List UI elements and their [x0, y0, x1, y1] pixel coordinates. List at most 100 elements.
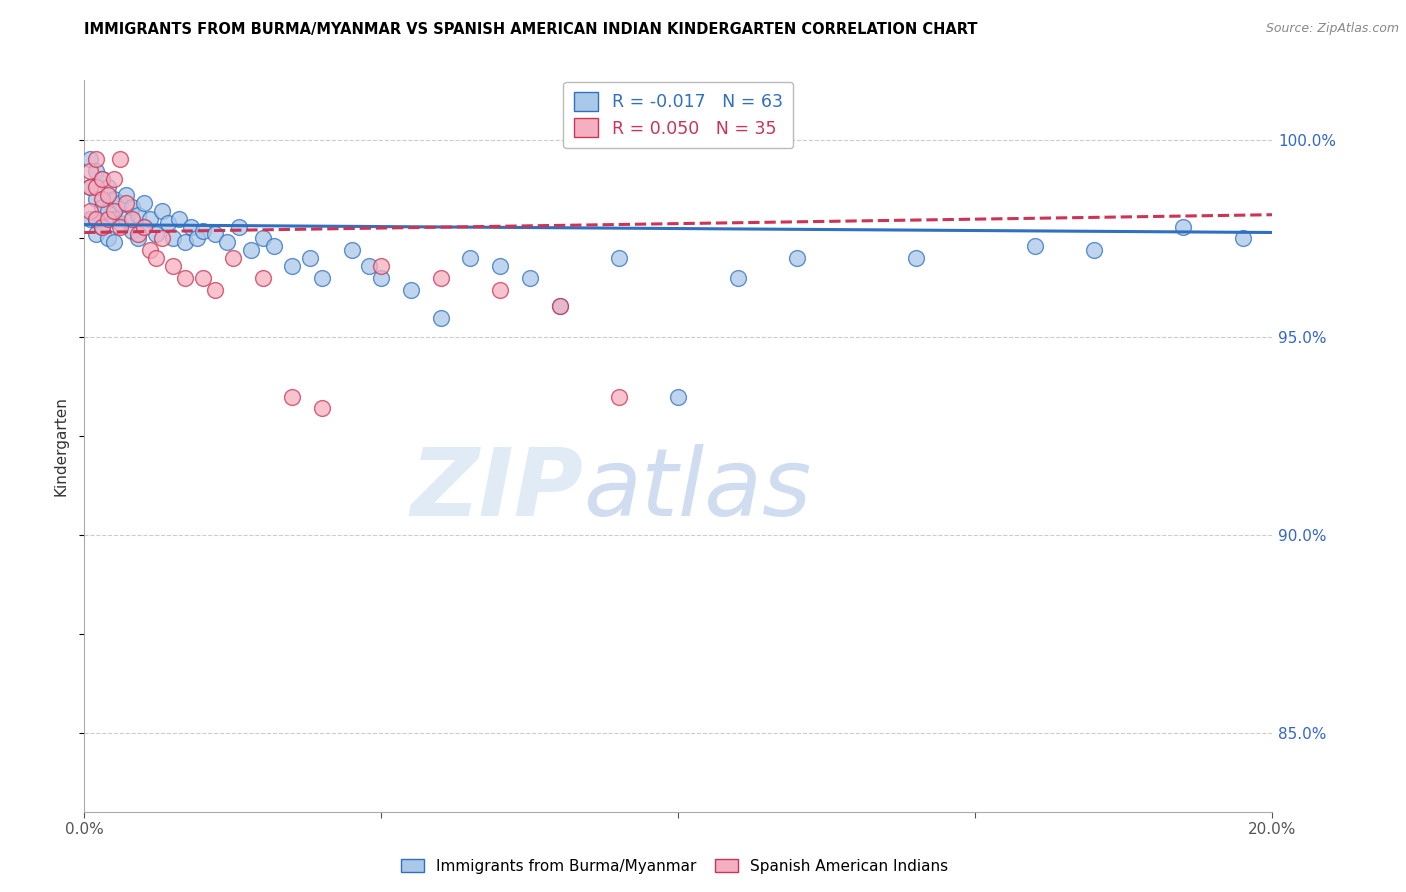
Point [489, 259, 512, 273]
Point [174, 271, 197, 285]
Point [97, 231, 120, 245]
Point [84, 227, 107, 242]
Point [84, 211, 107, 226]
Point [215, 235, 238, 250]
Text: ZIP: ZIP [411, 444, 583, 536]
Text: atlas: atlas [583, 444, 811, 535]
Point [103, 192, 125, 206]
Point [222, 251, 245, 265]
Point [370, 259, 392, 273]
Point [607, 251, 630, 265]
Point [97, 211, 120, 226]
Point [115, 195, 138, 210]
Legend: R = -0.017   N = 63, R = 0.050   N = 35: R = -0.017 N = 63, R = 0.050 N = 35 [564, 82, 793, 148]
Point [132, 219, 155, 234]
Point [150, 231, 173, 245]
Point [786, 251, 808, 265]
Point [115, 188, 138, 202]
Point [186, 231, 208, 245]
Point [108, 153, 131, 167]
Point [91, 192, 114, 206]
Point [340, 244, 363, 258]
Point [121, 200, 143, 214]
Point [127, 231, 149, 245]
Point [79, 180, 101, 194]
Point [127, 208, 149, 222]
Point [79, 211, 101, 226]
Point [79, 180, 101, 194]
Point [668, 390, 690, 404]
Y-axis label: Kindergarten: Kindergarten [53, 396, 69, 496]
Point [191, 271, 215, 285]
Point [162, 231, 184, 245]
Point [299, 251, 322, 265]
Point [281, 259, 304, 273]
Point [460, 251, 482, 265]
Point [359, 259, 381, 273]
Point [430, 271, 453, 285]
Point [91, 172, 114, 186]
Point [103, 211, 125, 226]
Point [103, 203, 125, 218]
Point [108, 219, 131, 234]
Point [84, 211, 107, 226]
Point [174, 235, 197, 250]
Point [97, 203, 120, 218]
Point [311, 271, 333, 285]
Point [162, 259, 184, 273]
Point [228, 219, 250, 234]
Point [79, 153, 101, 167]
Point [519, 271, 541, 285]
Point [204, 283, 226, 297]
Point [115, 211, 138, 226]
Point [156, 216, 179, 230]
Point [169, 211, 191, 226]
Point [138, 244, 160, 258]
Point [281, 390, 304, 404]
Point [91, 219, 114, 234]
Point [108, 216, 131, 230]
Point [727, 271, 749, 285]
Point [263, 239, 285, 253]
Point [103, 235, 125, 250]
Point [84, 192, 107, 206]
Point [239, 244, 262, 258]
Point [127, 227, 149, 242]
Point [91, 200, 114, 214]
Point [132, 195, 155, 210]
Point [1232, 231, 1254, 245]
Point [84, 180, 107, 194]
Text: Source: ZipAtlas.com: Source: ZipAtlas.com [1265, 22, 1399, 36]
Point [121, 223, 143, 237]
Legend: Immigrants from Burma/Myanmar, Spanish American Indians: Immigrants from Burma/Myanmar, Spanish A… [395, 853, 955, 880]
Point [150, 203, 173, 218]
Point [180, 219, 202, 234]
Point [145, 251, 167, 265]
Point [138, 211, 160, 226]
Point [1024, 239, 1046, 253]
Point [84, 153, 107, 167]
Point [97, 188, 120, 202]
Point [399, 283, 422, 297]
Text: IMMIGRANTS FROM BURMA/MYANMAR VS SPANISH AMERICAN INDIAN KINDERGARTEN CORRELATIO: IMMIGRANTS FROM BURMA/MYANMAR VS SPANISH… [84, 22, 977, 37]
Point [103, 172, 125, 186]
Point [905, 251, 928, 265]
Point [370, 271, 392, 285]
Point [548, 299, 571, 313]
Point [132, 219, 155, 234]
Point [252, 231, 274, 245]
Point [489, 283, 512, 297]
Point [121, 211, 143, 226]
Point [1083, 244, 1105, 258]
Point [91, 219, 114, 234]
Point [108, 195, 131, 210]
Point [97, 180, 120, 194]
Point [311, 401, 333, 416]
Point [1173, 219, 1195, 234]
Point [191, 223, 215, 237]
Point [204, 227, 226, 242]
Point [145, 227, 167, 242]
Point [252, 271, 274, 285]
Point [79, 203, 101, 218]
Point [548, 299, 571, 313]
